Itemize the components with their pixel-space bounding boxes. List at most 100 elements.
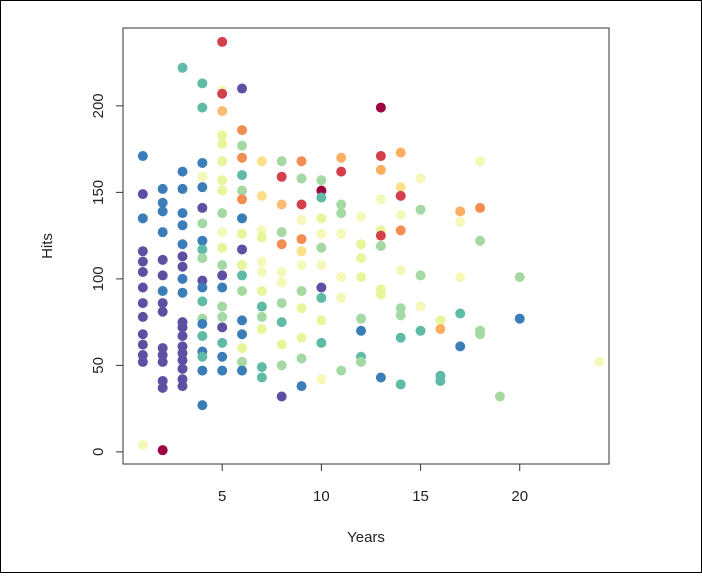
data-point xyxy=(395,190,406,201)
data-point xyxy=(217,106,228,117)
data-point xyxy=(336,199,347,210)
data-point xyxy=(197,275,208,286)
data-point xyxy=(177,208,188,219)
data-point xyxy=(217,351,228,362)
data-point xyxy=(197,330,208,341)
data-point xyxy=(137,189,148,200)
data-point xyxy=(276,317,287,328)
data-point xyxy=(157,356,168,367)
data-point xyxy=(475,156,486,167)
data-point xyxy=(237,140,248,151)
data-point xyxy=(455,216,466,227)
data-point xyxy=(316,315,327,326)
data-point xyxy=(197,171,208,182)
data-point xyxy=(296,303,307,314)
data-point xyxy=(197,182,208,193)
data-point xyxy=(157,227,168,238)
data-point xyxy=(256,362,267,373)
data-point xyxy=(217,138,228,149)
data-point xyxy=(217,156,228,167)
y-tick-label: 50 xyxy=(90,357,107,374)
data-point xyxy=(237,356,248,367)
data-point xyxy=(395,225,406,236)
data-point xyxy=(455,272,466,283)
data-point xyxy=(177,62,188,73)
data-point xyxy=(157,375,168,386)
data-point xyxy=(217,322,228,333)
data-point xyxy=(237,365,248,376)
data-point xyxy=(316,192,327,203)
data-point xyxy=(237,244,248,255)
data-point xyxy=(336,272,347,283)
data-point xyxy=(316,282,327,293)
data-point xyxy=(177,220,188,231)
data-point xyxy=(197,157,208,168)
y-axis: 0 50 100 150 200 xyxy=(90,93,123,456)
data-point xyxy=(177,341,188,352)
data-point xyxy=(157,298,168,309)
data-point xyxy=(296,199,307,210)
data-point xyxy=(237,343,248,354)
data-point xyxy=(356,325,367,336)
data-point xyxy=(237,125,248,136)
data-point xyxy=(336,365,347,376)
data-point xyxy=(494,391,505,402)
data-point xyxy=(356,239,367,250)
y-tick-label: 200 xyxy=(90,93,107,118)
data-point xyxy=(276,156,287,167)
y-axis-label: Hits xyxy=(39,233,56,259)
data-point xyxy=(256,311,267,322)
data-point xyxy=(256,256,267,267)
data-point xyxy=(296,381,307,392)
data-point xyxy=(256,156,267,167)
data-point xyxy=(256,324,267,335)
data-point xyxy=(375,102,386,113)
data-point xyxy=(217,282,228,293)
data-point xyxy=(137,246,148,257)
data-point xyxy=(217,260,228,271)
data-point xyxy=(197,282,208,293)
data-point xyxy=(316,213,327,224)
data-point xyxy=(296,173,307,184)
data-point xyxy=(415,301,426,312)
x-tick-label: 5 xyxy=(218,488,226,505)
data-point xyxy=(197,351,208,362)
data-point xyxy=(157,254,168,265)
data-point xyxy=(177,251,188,262)
data-point xyxy=(237,83,248,94)
data-point xyxy=(137,266,148,277)
data-point xyxy=(435,315,446,326)
data-points xyxy=(137,36,605,456)
data-point xyxy=(217,88,228,99)
data-point xyxy=(395,303,406,314)
data-point xyxy=(217,270,228,281)
data-point xyxy=(237,152,248,163)
data-point xyxy=(237,329,248,340)
data-point xyxy=(177,355,188,366)
data-point xyxy=(296,215,307,226)
data-point xyxy=(316,175,327,186)
x-tick-label: 20 xyxy=(511,488,528,505)
data-point xyxy=(395,379,406,390)
data-point xyxy=(197,296,208,307)
data-point xyxy=(594,356,605,367)
data-point xyxy=(276,171,287,182)
data-point xyxy=(415,270,426,281)
data-point xyxy=(256,372,267,383)
data-point xyxy=(137,298,148,309)
data-point xyxy=(217,365,228,376)
data-point xyxy=(197,235,208,246)
data-point xyxy=(256,266,267,277)
data-point xyxy=(356,211,367,222)
data-point xyxy=(395,310,406,321)
data-point xyxy=(217,208,228,219)
data-point xyxy=(395,265,406,276)
data-point xyxy=(177,273,188,284)
data-point xyxy=(375,372,386,383)
data-point xyxy=(157,343,168,354)
data-point xyxy=(276,239,287,250)
data-point xyxy=(296,156,307,167)
data-point xyxy=(276,298,287,309)
data-point xyxy=(217,337,228,348)
